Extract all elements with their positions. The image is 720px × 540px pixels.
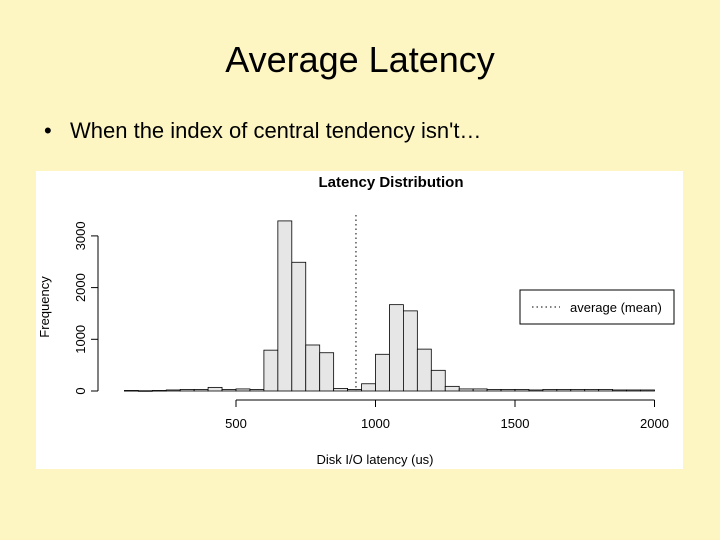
chart-panel: Latency Distribution 500 1000 1500 2000 0 100… [36, 171, 683, 469]
histogram-bar [556, 389, 572, 392]
legend-label: average (mean) [570, 300, 662, 315]
histogram-bar [389, 304, 404, 392]
histogram-bar [137, 390, 153, 392]
histogram-bar [598, 389, 614, 392]
histogram-bar [263, 349, 279, 392]
y-tick-label: 3000 [73, 221, 88, 250]
histogram-bar [193, 389, 209, 392]
slide-title: Average Latency [225, 39, 495, 80]
y-tick-label: 1000 [73, 325, 88, 354]
histogram-bar [305, 344, 321, 392]
histogram-bar [458, 388, 474, 392]
histogram-bar [375, 353, 390, 392]
histogram-bar [277, 220, 293, 392]
histogram-bar [472, 388, 488, 392]
x-tick-label: 1500 [501, 416, 530, 431]
histogram-bar [291, 261, 307, 392]
histogram-bar [640, 389, 655, 392]
histogram-bar [165, 389, 181, 392]
x-tick-label: 500 [225, 416, 247, 431]
histogram-bar [500, 389, 516, 392]
histogram-bar [514, 389, 530, 392]
histogram-bar [151, 390, 167, 392]
histogram-bar [235, 388, 251, 392]
histogram-bar [333, 388, 348, 392]
histogram-bar [430, 369, 446, 392]
x-tick-label: 2000 [640, 416, 669, 431]
histogram-bar [124, 390, 139, 392]
histogram-bar [612, 389, 628, 392]
y-tick-label: 2000 [73, 273, 88, 302]
histogram-bar [444, 385, 460, 392]
histogram-bar [584, 389, 600, 392]
histogram-bar [347, 389, 362, 392]
histogram-bar [416, 348, 432, 392]
histogram-bar [570, 389, 586, 392]
bullet-dot: • [44, 118, 52, 143]
histogram-bar [626, 389, 641, 392]
bullet-item: • When the index of central tendency isn'… [44, 117, 481, 145]
histogram-bar [486, 389, 502, 392]
histogram-bar [361, 383, 376, 392]
chart-title: Latency Distribution [318, 174, 463, 191]
histogram-bar [402, 310, 418, 392]
y-axis-label: Frequency [37, 276, 52, 338]
x-tick-label: 1000 [361, 416, 390, 431]
histogram-bar [319, 352, 335, 392]
bullet-text: When the index of central tendency isn't… [70, 118, 482, 143]
latency-histogram: Latency Distribution 500 1000 1500 2000 0 100… [37, 174, 675, 467]
histogram-bar [528, 389, 544, 392]
x-axis-label: Disk I/O latency (us) [316, 452, 433, 467]
histogram-bar [542, 389, 558, 392]
chart-legend: average (mean) [519, 289, 675, 325]
y-tick-label: 0 [73, 387, 88, 394]
histogram-bar [179, 389, 195, 392]
histogram-bar [249, 389, 265, 392]
histogram-bars [124, 220, 655, 392]
histogram-bar [221, 389, 237, 392]
histogram-bar [207, 386, 223, 392]
axes: 500 1000 1500 2000 0 1000 2000 3000 [73, 221, 669, 431]
